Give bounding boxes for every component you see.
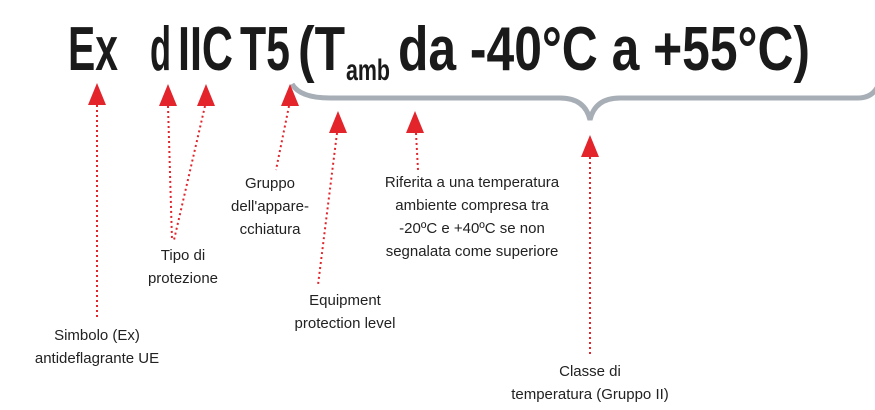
dotted-line [167, 105, 173, 241]
arrow-head [581, 135, 599, 157]
heading-part: Ex [68, 15, 118, 84]
arrow-head [406, 111, 424, 133]
heading-part: d [150, 15, 171, 84]
label-line: temperatura (Gruppo II) [511, 386, 669, 403]
label-line: Simbolo (Ex) [54, 327, 140, 344]
heading-part: da -40°C a +55°C) [398, 15, 810, 84]
heading-part: IIC [178, 15, 233, 84]
arrow-head [281, 84, 299, 106]
brace [289, 82, 875, 121]
label-line: dell'appare- [231, 198, 309, 215]
dotted-line [317, 132, 338, 286]
label-line: Classe di [559, 363, 621, 380]
label-line: segnalata come superiore [386, 243, 559, 260]
dotted-line [275, 105, 290, 171]
label-line: -20ºC e +40ºC se non [399, 220, 545, 237]
arrow-head [159, 84, 177, 106]
heading: Ex d IIC T5 (T amb da -40°C a +55°C) [68, 15, 810, 87]
label-line: protezione [148, 270, 218, 287]
heading-part: (T [298, 15, 345, 84]
heading-subscript: amb [346, 54, 390, 87]
arrow-head [88, 83, 106, 105]
labels: Simbolo (Ex) antideflagrante UE Tipo di pro… [35, 174, 669, 403]
label-line: Tipo di [161, 247, 205, 264]
label-line: cchiatura [240, 221, 302, 238]
heading-part: T5 [240, 15, 290, 84]
label-line: Equipment [309, 292, 382, 309]
arrows [88, 83, 599, 355]
label-line: antideflagrante UE [35, 350, 159, 367]
dotted-line [415, 132, 419, 171]
label-line: Riferita a una temperatura [385, 174, 560, 191]
label-line: protection level [295, 315, 396, 332]
arrow-head [197, 84, 215, 106]
arrow-head [329, 111, 347, 133]
label-line: Gruppo [245, 175, 295, 192]
label-line: ambiente compresa tra [395, 197, 549, 214]
dotted-line [173, 105, 206, 241]
